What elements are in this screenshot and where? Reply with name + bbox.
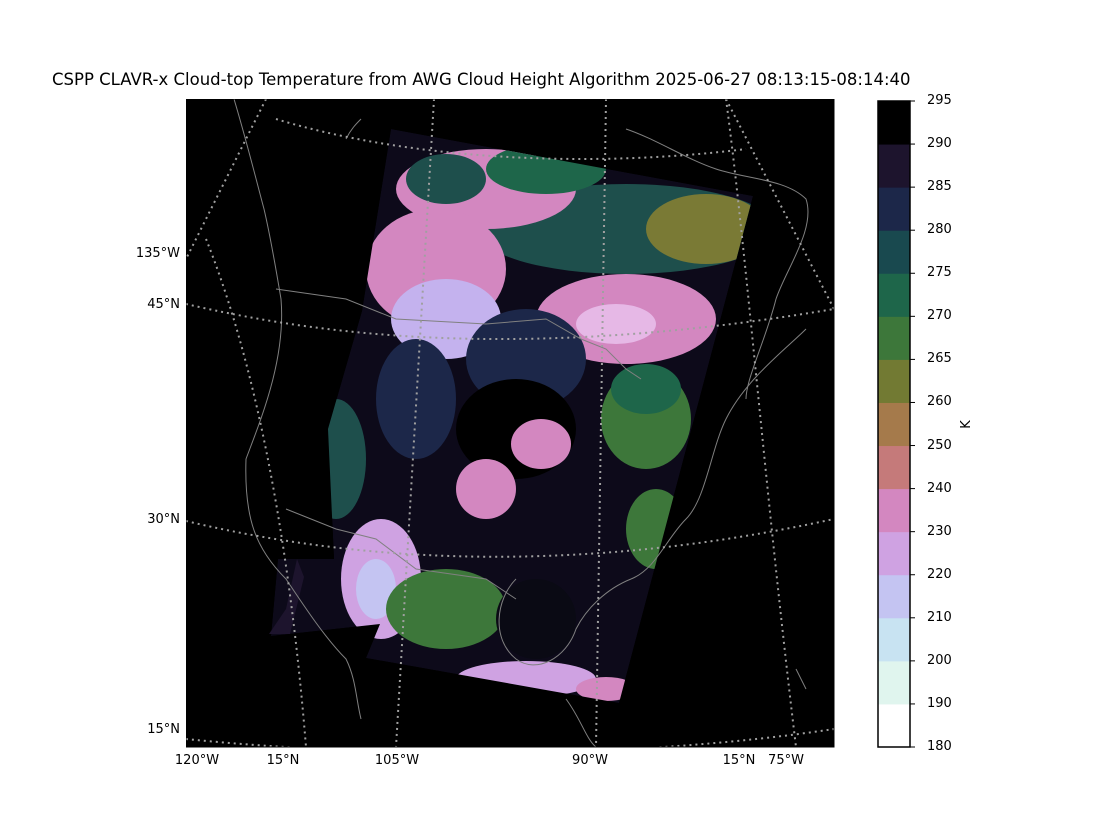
colorbar-tick-label: 270 (927, 308, 952, 324)
colorbar-segment (878, 144, 910, 188)
lat-label-15n: 15°N (147, 722, 180, 737)
lat-label-15n-bottom-left: 15°N (266, 753, 300, 768)
colorbar-tick-label: 290 (927, 136, 952, 152)
swath-edge-segment (269, 559, 304, 634)
colorbar-tick-label: 200 (927, 652, 952, 668)
colorbar-tick-label: 285 (927, 179, 952, 195)
colorbar-tick-label: 265 (927, 351, 952, 367)
colorbar-tick-label: 295 (927, 93, 952, 108)
colorbar-tick-label: 230 (927, 523, 952, 539)
colorbar-segment (878, 574, 910, 619)
lat-label-15n-bottom-right: 15°N (722, 753, 756, 768)
map-panel (186, 99, 835, 748)
lat-label-45n: 45°N (147, 297, 180, 312)
colorbar-tick-label: 260 (927, 394, 952, 410)
colorbar-segment (878, 101, 910, 145)
colorbar-segment (878, 187, 910, 231)
lon-label-135w: 135°W (135, 246, 180, 261)
lon-label-90w: 90°W (572, 753, 608, 768)
lon-label-120w: 120°W (174, 753, 220, 768)
lat-label-30n: 30°N (147, 512, 180, 527)
colorbar-tick-label: 210 (927, 609, 952, 625)
colorbar-segment (878, 660, 910, 705)
coastlines (233, 99, 809, 747)
colorbar (877, 100, 915, 748)
colorbar-segment (878, 445, 910, 490)
colorbar-segment (878, 488, 910, 533)
colorbar-border (877, 100, 911, 748)
colorbar-tick-label: 275 (927, 265, 952, 281)
colorbar-segment (878, 617, 910, 662)
colorbar-segment (878, 316, 910, 360)
colorbar-segment (878, 531, 910, 576)
colorbar-segment (878, 273, 910, 317)
chart-title: CSPP CLAVR-x Cloud-top Temperature from … (52, 70, 911, 89)
graticule (186, 99, 834, 747)
lon-label-105w: 105°W (374, 753, 420, 768)
lon-label-75w: 75°W (768, 753, 804, 768)
colorbar-tick-label: 240 (927, 480, 952, 496)
colorbar-segment (878, 230, 910, 274)
colorbar-tick-label: 190 (927, 695, 952, 711)
colorbar-segment (878, 703, 910, 748)
colorbar-tick-label: 220 (927, 566, 952, 582)
cloud-top-temperature-field (271, 129, 753, 703)
colorbar-tick-label: 250 (927, 437, 952, 453)
colorbar-tick-label: 180 (927, 739, 952, 754)
colorbar-segment (878, 402, 910, 447)
colorbar-segment (878, 359, 910, 403)
colorbar-unit-label: K (958, 420, 974, 429)
colorbar-tick-label: 280 (927, 222, 952, 238)
